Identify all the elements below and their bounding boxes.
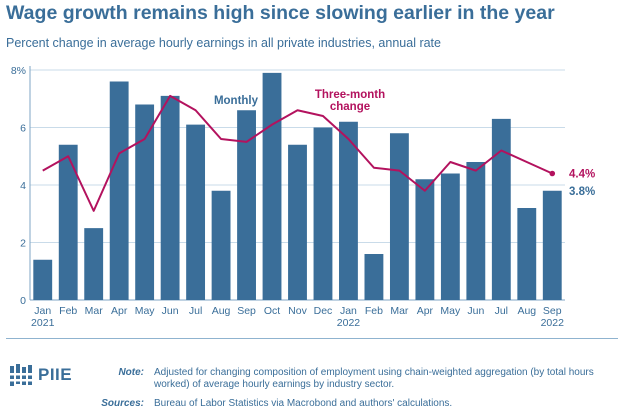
x-tick-label: Mar (390, 305, 409, 317)
x-tick-label: Mar (85, 305, 104, 317)
x-tick-label: Aug (212, 305, 231, 317)
bar (186, 124, 206, 300)
y-tick-label: 4 (20, 180, 26, 192)
bar (160, 95, 180, 300)
x-tick-label: Dec (314, 305, 333, 317)
x-year-label: 2021 (31, 317, 55, 329)
monthly-series-label: Monthly (214, 95, 259, 107)
sources-label: Sources: (101, 398, 144, 409)
x-tick-label: Jun (162, 305, 179, 317)
x-tick-label: Sep (237, 305, 256, 317)
x-tick-label: Apr (417, 305, 434, 317)
bar (542, 190, 562, 300)
bar (517, 208, 537, 300)
bar (33, 259, 53, 300)
bar (415, 179, 435, 300)
footer-divider (6, 338, 618, 339)
x-tick-label: May (135, 305, 156, 317)
sources-text: Bureau of Labor Statistics via Macrobond… (154, 398, 453, 409)
bar-end-value-label: 3.8% (569, 186, 595, 198)
bar (339, 121, 358, 300)
bar (440, 173, 460, 300)
bar (237, 110, 256, 300)
three-month-series-label: change (330, 101, 370, 113)
line-end-marker (549, 170, 556, 177)
x-tick-label: May (440, 305, 461, 317)
y-tick-label: 0 (20, 295, 26, 307)
bar (211, 190, 231, 300)
y-tick-label: 6 (20, 123, 26, 135)
x-tick-label: Aug (517, 305, 536, 317)
three-month-line (42, 94, 553, 212)
x-tick-label: Jan (34, 305, 51, 317)
x-tick-label: Feb (365, 305, 383, 317)
x-tick-label: Feb (59, 305, 77, 317)
bar (84, 228, 104, 300)
piie-logo: PIIE (8, 362, 72, 388)
bar (135, 104, 155, 300)
three-month-series-label: Three-month (315, 89, 385, 101)
x-tick-label: Nov (288, 305, 307, 317)
y-tick-label: 8% (11, 65, 26, 77)
line-end-value-label: 4.4% (569, 169, 595, 181)
bar (389, 133, 409, 300)
note-text: Adjusted for changing composition of emp… (154, 367, 594, 390)
bar (109, 81, 129, 300)
chart-title: Wage growth remains high since slowing e… (6, 2, 555, 24)
bar (313, 127, 333, 300)
bar (491, 118, 511, 300)
chart-subtitle: Percent change in average hourly earning… (6, 36, 441, 50)
bar (58, 144, 78, 300)
x-tick-label: Jan (340, 305, 357, 317)
x-year-label: 2022 (337, 317, 361, 329)
x-tick-label: Oct (264, 305, 280, 317)
x-tick-label: Jul (495, 305, 508, 317)
x-tick-label: Sep (543, 305, 562, 317)
note-label: Note: (118, 367, 144, 378)
bar (466, 162, 486, 300)
bar (364, 254, 384, 300)
bar (288, 144, 307, 300)
x-year-label: 2022 (541, 317, 565, 329)
y-tick-label: 2 (20, 238, 26, 250)
x-tick-label: Jun (467, 305, 484, 317)
piie-logo-icon (8, 364, 34, 386)
piie-logo-text: PIIE (38, 365, 73, 384)
x-tick-label: Jul (189, 305, 202, 317)
x-tick-label: Apr (111, 305, 128, 317)
bar (262, 72, 282, 300)
